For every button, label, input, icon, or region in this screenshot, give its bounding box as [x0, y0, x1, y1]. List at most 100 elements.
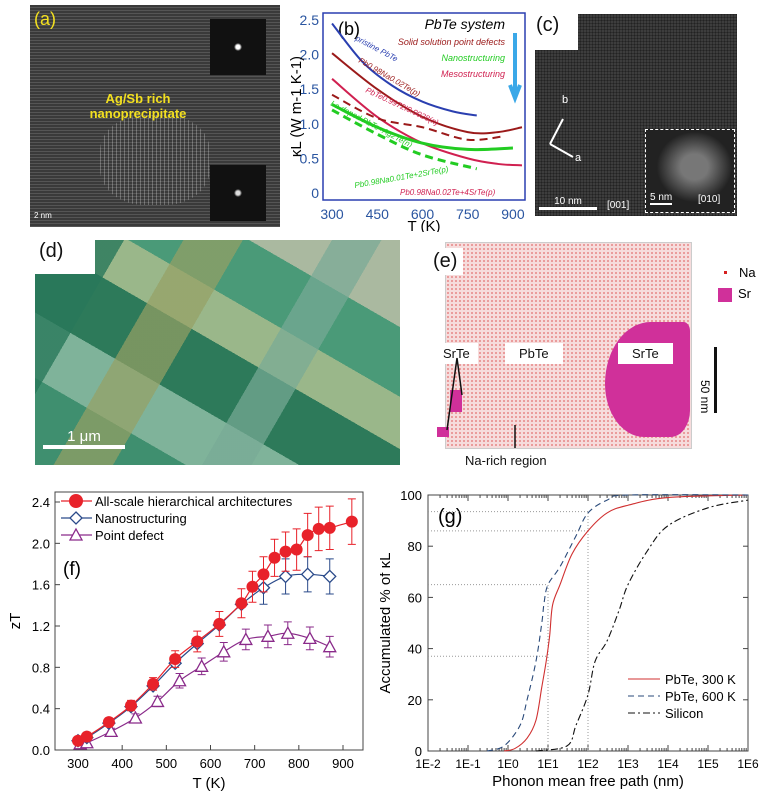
- y-tick-label: 1.5: [300, 81, 320, 97]
- data-point: [150, 694, 165, 708]
- y-tick-label: 60: [408, 590, 422, 605]
- x-tick-label: 1E6: [737, 757, 759, 771]
- series-line: [77, 573, 330, 742]
- x-tick-label: 1E0: [497, 757, 519, 771]
- annotation-arrows-icon: [446, 357, 516, 448]
- x-tick-label: 1E5: [697, 757, 719, 771]
- series-line: [80, 632, 330, 745]
- x-axis-label: Phonon mean free path (nm): [492, 773, 684, 790]
- series-line: [331, 103, 513, 152]
- y-tick-label: 2.5: [300, 12, 320, 28]
- y-axis-label: κL (W m-1 K-1): [288, 56, 305, 157]
- x-tick-label: 900: [501, 206, 525, 222]
- phase-label-srte-left: SrTe: [435, 343, 478, 364]
- series-line: [331, 78, 523, 167]
- axis-a-label: a: [575, 152, 582, 164]
- data-point: [216, 644, 231, 658]
- data-point: [268, 551, 281, 564]
- data-point: [102, 716, 115, 729]
- series-line: [331, 52, 523, 135]
- data-point: [345, 515, 358, 528]
- y-tick-label: 20: [408, 693, 422, 708]
- scale-bar-inset: 5 nm: [650, 192, 673, 205]
- phase-label-srte-right: SrTe: [618, 343, 673, 364]
- data-point: [213, 617, 226, 630]
- x-tick-label: 900: [332, 756, 354, 771]
- data-point: [172, 673, 187, 687]
- data-point: [312, 522, 325, 535]
- x-tick-label: 1E4: [657, 757, 679, 771]
- data-point: [322, 569, 337, 584]
- series-label: Pb0.98Na0.01Te+2SrTe(p): [354, 165, 450, 190]
- x-tick-label: 300: [67, 756, 89, 771]
- chart-g: 1E-2 1E-1 1E0 1E1 1E2 1E3 1E4 1E5 1E6 0 20 40 60 80 10…: [380, 488, 759, 790]
- legend-label: Silicon: [665, 706, 703, 721]
- legend-item-na: Na: [718, 265, 756, 280]
- x-tick-label: 1E3: [617, 757, 639, 771]
- fft-inset-top: [210, 19, 266, 75]
- data-point: [191, 635, 204, 648]
- data-point: [322, 639, 337, 653]
- inset-c: 5 nm [010]: [645, 129, 735, 213]
- annotation-label: Pb0.98Na0.02Te+4SrTe(p): [400, 188, 496, 197]
- legend-item-sr: Sr: [718, 286, 756, 302]
- zone-axis-inset: [010]: [698, 194, 721, 205]
- data-point: [194, 658, 209, 672]
- chart-b: 0 0.5 1.0 1.5 2.0 2.5 300 450 600 750 900 T (K) κL (…: [288, 12, 526, 232]
- x-tick-label: 1E-1: [455, 757, 481, 771]
- panel-c-tem-image: (c) b a 10 nm [001] 5 nm [010]: [530, 12, 737, 216]
- srte-precipitate-tiny: [437, 427, 449, 437]
- x-tick-label: 1E2: [577, 757, 599, 771]
- data-point: [69, 494, 83, 508]
- legend-entry: Nanostructuring: [441, 53, 505, 63]
- data-point: [323, 521, 336, 534]
- x-tick-label: 700: [244, 756, 266, 771]
- y-axis-label: Accumulated % of κL: [380, 553, 394, 694]
- panel-label-d: (d): [33, 238, 95, 274]
- scale-bar-e: [714, 347, 717, 413]
- y-tick-label: 1.0: [300, 116, 320, 132]
- legend-label: All-scale hierarchical architectures: [95, 494, 293, 509]
- data-point: [235, 597, 248, 610]
- na-rich-region-label: Na-rich region: [457, 450, 555, 471]
- plot-frame: [322, 12, 526, 201]
- y-tick-label: 0: [311, 185, 319, 201]
- x-tick-label: 750: [456, 206, 480, 222]
- legend-entry: Solid solution point defects: [398, 37, 506, 47]
- scale-bar-a: 2 nm: [34, 211, 52, 220]
- series-line: [535, 499, 749, 752]
- x-tick-label: 1E1: [537, 757, 559, 771]
- x-tick-label: 300: [320, 206, 344, 222]
- scale-label-e: 50 nm: [698, 380, 712, 414]
- data-point: [301, 529, 314, 542]
- series-line: [331, 93, 505, 142]
- y-tick-label: 2.0: [300, 47, 320, 63]
- y-tick-label: 0.5: [300, 150, 320, 166]
- data-point: [290, 543, 303, 556]
- y-tick-label: 0.0: [32, 743, 50, 758]
- legend-entry: Mesostructuring: [441, 69, 505, 79]
- data-point: [68, 527, 84, 541]
- chart-title: PbTe system: [425, 16, 506, 32]
- srte-precipitate-large: [605, 322, 690, 437]
- sr-swatch-icon: [718, 287, 732, 302]
- data-point: [128, 710, 143, 724]
- data-point: [80, 730, 93, 743]
- scale-bar-c: 10 nm: [539, 196, 597, 210]
- legend-label: Point defect: [95, 528, 164, 543]
- series-line: [503, 494, 749, 752]
- y-tick-label: 0.8: [32, 660, 50, 675]
- series-line: [331, 22, 477, 117]
- data-point: [279, 545, 292, 558]
- fft-inset-bottom: [210, 165, 266, 221]
- x-tick-label: 600: [411, 206, 435, 222]
- x-tick-label: 400: [111, 756, 133, 771]
- y-tick-label: 100: [400, 488, 422, 503]
- plot-frame: [54, 491, 364, 751]
- panel-label-f: (f): [63, 559, 81, 580]
- na-dot-icon: [724, 271, 727, 274]
- y-tick-label: 0.4: [32, 702, 50, 717]
- legend-e: Na Sr: [718, 265, 756, 302]
- data-point: [300, 567, 315, 582]
- x-axis-label: T (K): [407, 218, 440, 232]
